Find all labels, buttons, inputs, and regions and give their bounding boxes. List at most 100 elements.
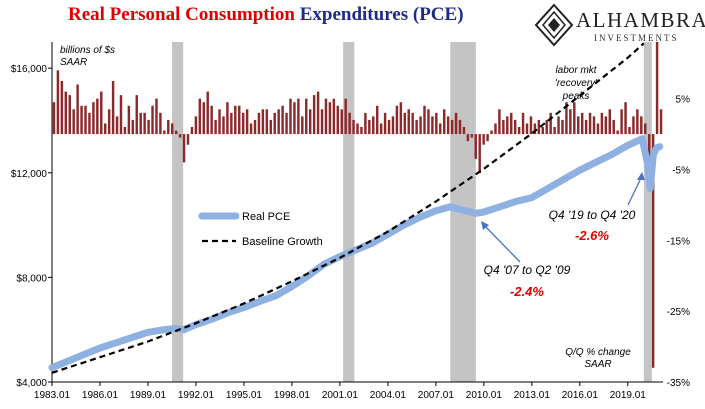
qoq-bar <box>510 112 513 135</box>
qoq-bar <box>281 105 284 135</box>
x-tick-label: 1998.01 <box>274 390 311 401</box>
qoq-bar <box>100 91 103 135</box>
qoq-bar <box>312 95 316 135</box>
qoq-bar <box>171 123 174 135</box>
left-tick-label: $4,000 <box>16 378 47 389</box>
qoq-bar <box>608 109 612 135</box>
qoq-bar <box>620 109 623 135</box>
qoq-bar <box>419 116 422 135</box>
qoq-bar <box>628 127 631 135</box>
qoq-bar <box>640 116 643 135</box>
qoq-bar <box>372 116 375 135</box>
qoq-bar <box>174 130 178 135</box>
qoq-bar <box>269 119 272 135</box>
right-tick-label: -35% <box>667 378 690 389</box>
x-tick-label: 2010.01 <box>466 390 503 401</box>
title-part-2: Expenditures (PCE) <box>299 4 464 25</box>
qoq-bar <box>289 98 292 135</box>
qoq-bar <box>399 102 403 135</box>
annotation-2009-value: -2.4% <box>510 284 544 299</box>
alhambra-logo: ALHAMBRA INVESTMENTS <box>532 2 705 48</box>
qoq-bar <box>490 130 493 135</box>
qoq-bar <box>324 98 328 135</box>
qoq-bar <box>521 112 525 135</box>
qoq-bar <box>379 123 383 135</box>
qoq-bar <box>261 109 265 135</box>
qoq-bar <box>332 98 336 135</box>
annotation-2020-arrowhead <box>637 172 645 180</box>
qoq-bar <box>88 112 91 135</box>
x-tick-label: 1983.01 <box>34 390 71 401</box>
qoq-bar <box>644 123 647 135</box>
qoq-bar <box>96 98 99 135</box>
qoq-bar <box>52 102 56 135</box>
qoq-bar <box>202 102 205 135</box>
qoq-bar <box>446 116 450 135</box>
qoq-bar <box>557 116 560 135</box>
annotation-2020-value: -2.6% <box>575 228 609 243</box>
qoq-bar <box>155 98 158 135</box>
qoq-bar <box>178 134 182 138</box>
x-tick-label: 1995.01 <box>226 390 263 401</box>
qoq-bar <box>163 130 166 135</box>
left-tick-label: $12,000 <box>11 169 48 180</box>
x-tick-label: 1992.01 <box>178 390 215 401</box>
qoq-bar <box>210 105 213 135</box>
right-axis-label: SAAR <box>584 359 611 370</box>
qoq-bar <box>127 105 131 135</box>
qoq-bar <box>466 134 470 142</box>
qoq-bar <box>478 134 481 174</box>
qoq-bar <box>450 119 454 135</box>
qoq-bar <box>64 91 68 135</box>
recession-band-1 <box>343 42 355 382</box>
qoq-bar <box>238 105 241 135</box>
qoq-bar <box>257 112 261 135</box>
qoq-bar <box>502 119 505 135</box>
qoq-bar <box>147 119 150 135</box>
qoq-bar <box>135 95 138 135</box>
qoq-bar <box>273 112 276 135</box>
qoq-bar <box>439 123 442 135</box>
qoq-bar <box>297 98 300 135</box>
right-tick-label: -5% <box>672 166 690 177</box>
x-tick-label: 2013.01 <box>514 390 551 401</box>
legend-real-pce-label: Real PCE <box>242 211 290 223</box>
qoq-bar <box>316 91 320 135</box>
qoq-bar <box>348 112 351 135</box>
annotation-2020-label: Q4 '19 to Q4 '20 <box>549 208 636 222</box>
qoq-bar <box>415 119 418 135</box>
qoq-bar <box>454 112 458 135</box>
qoq-bar <box>344 98 347 135</box>
qoq-bar <box>423 105 426 135</box>
qoq-bar <box>494 123 497 135</box>
real-pce-line <box>48 135 664 372</box>
annotation-2020-arrow <box>627 175 643 206</box>
qoq-bar <box>80 105 83 135</box>
qoq-bar <box>474 134 477 159</box>
qoq-bar <box>529 116 533 135</box>
qoq-bar <box>651 134 655 368</box>
qoq-bar <box>111 80 115 135</box>
qoq-bar <box>194 116 198 135</box>
qoq-bar <box>368 119 371 135</box>
qoq-bar <box>56 70 60 135</box>
qoq-bar <box>107 109 111 135</box>
qoq-bar <box>580 112 584 135</box>
annotation-labor-mkt: labor mkt <box>555 65 597 76</box>
qoq-bar <box>655 42 659 135</box>
qoq-bar <box>482 134 485 145</box>
annotation-2009-label: Q4 '07 to Q2 '09 <box>484 263 571 277</box>
qoq-bar <box>545 119 548 135</box>
qoq-bar <box>253 119 257 135</box>
qoq-bar <box>443 109 446 135</box>
qoq-bar <box>214 119 217 135</box>
x-tick-label: 2001.01 <box>322 390 359 401</box>
recession-band-0 <box>171 42 184 382</box>
qoq-bar <box>612 119 615 135</box>
qoq-bar <box>411 112 414 135</box>
qoq-bar <box>143 112 146 135</box>
annotation-labor-mkt: 'recovery' <box>555 78 598 89</box>
qoq-bar <box>159 112 162 135</box>
qoq-bar <box>265 109 269 135</box>
left-axis-label: billions of $s <box>60 45 115 56</box>
